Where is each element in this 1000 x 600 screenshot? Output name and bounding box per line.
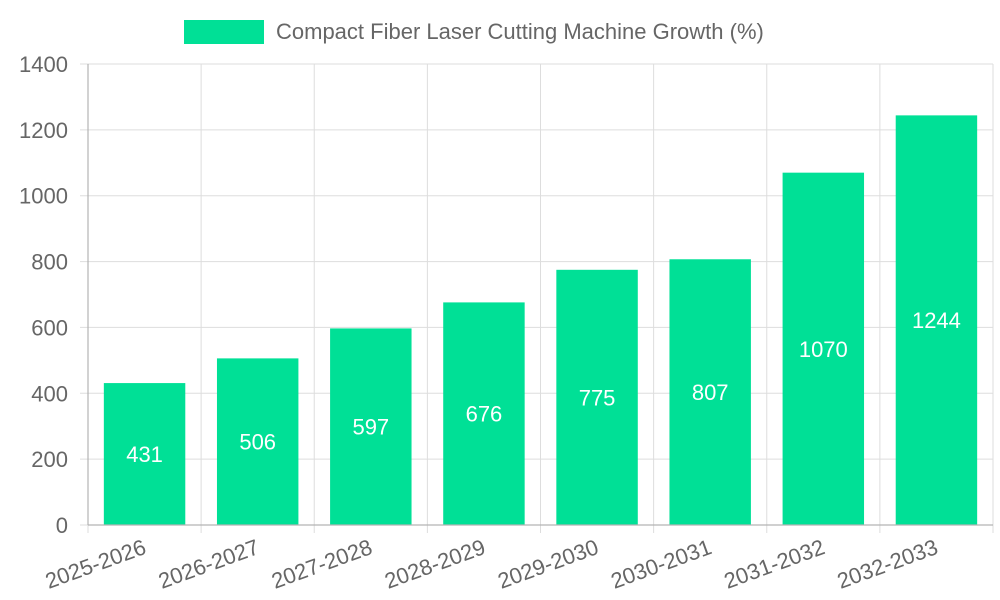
bar-2032-2033[interactable] [895, 115, 978, 526]
y-tick-label: 0 [56, 513, 68, 538]
y-tick-label: 600 [31, 315, 68, 340]
bar-value-label: 1070 [799, 337, 848, 362]
y-tick-label: 1400 [19, 52, 68, 77]
y-tick-label: 1000 [19, 184, 68, 209]
legend-label: Compact Fiber Laser Cutting Machine Grow… [276, 19, 764, 44]
x-tick-label: 2028-2029 [381, 534, 488, 593]
legend-swatch [184, 20, 264, 44]
bar-value-label: 506 [239, 430, 276, 455]
bar-2030-2031[interactable] [669, 259, 751, 525]
x-tick-label: 2029-2030 [494, 534, 601, 593]
legend[interactable]: Compact Fiber Laser Cutting Machine Grow… [184, 19, 764, 44]
bar-2031-2032[interactable] [782, 172, 865, 525]
x-tick-label: 2032-2033 [834, 534, 941, 593]
bar-value-label: 676 [466, 402, 503, 427]
bar-value-label: 431 [126, 442, 163, 467]
bar-2026-2027[interactable] [216, 358, 299, 525]
bars: 431 506 597 676 775 807 1070 1244 [103, 115, 978, 526]
x-tick-label: 2025-2026 [42, 534, 149, 593]
bar-value-label: 597 [352, 415, 389, 440]
x-tick-label: 2026-2027 [155, 534, 262, 593]
bar-2025-2026[interactable] [103, 383, 186, 525]
y-tick-label: 400 [31, 381, 68, 406]
x-tick-label: 2027-2028 [268, 534, 375, 593]
x-tick-label: 2030-2031 [607, 534, 714, 593]
bar-value-label: 775 [579, 385, 616, 410]
bar-2027-2028[interactable] [330, 328, 412, 525]
bar-value-label: 1244 [912, 308, 961, 333]
bar-2029-2030[interactable] [556, 269, 638, 525]
x-tick-label: 2031-2032 [721, 534, 828, 593]
y-tick-label: 1200 [19, 118, 68, 143]
bar-2028-2029[interactable] [443, 302, 525, 525]
y-tick-label: 200 [31, 447, 68, 472]
y-tick-label: 800 [31, 250, 68, 275]
bar-value-label: 807 [692, 380, 729, 405]
